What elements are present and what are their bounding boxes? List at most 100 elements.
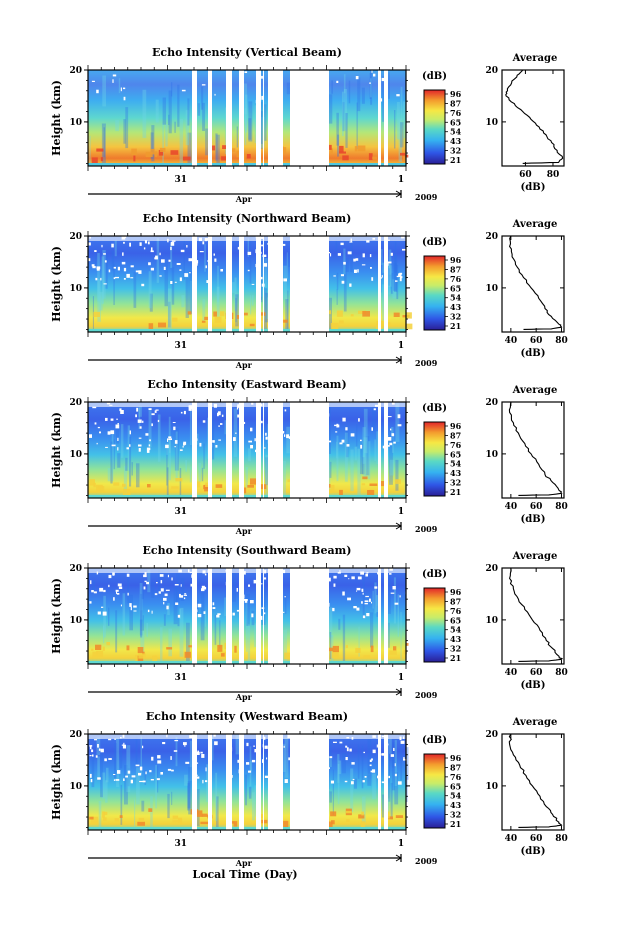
heatmap-streak — [166, 467, 169, 497]
missing-data-speck — [262, 759, 264, 763]
heatmap-streak — [250, 295, 252, 315]
missing-data-speck — [130, 606, 132, 611]
missing-data-speck — [159, 574, 164, 577]
heatmap-cell — [283, 319, 288, 323]
missing-data-speck — [282, 243, 286, 246]
heatmap-streak — [211, 736, 214, 761]
heatmap-streak — [338, 618, 341, 630]
heatmap-streak — [388, 622, 390, 648]
missing-data-speck — [197, 750, 199, 753]
missing-data-speck — [143, 574, 147, 578]
heatmap-cell — [220, 311, 225, 317]
heatmap-streak — [288, 252, 292, 267]
missing-data-speck — [202, 779, 204, 784]
heatmap-streak — [357, 77, 361, 112]
heatmap-streak — [345, 113, 348, 148]
missing-data-speck — [233, 437, 236, 441]
year-label: 2009 — [415, 358, 438, 368]
missing-data-speck — [159, 275, 162, 277]
colorbar — [423, 89, 446, 165]
missing-data-speck — [135, 414, 137, 418]
heatmap-streak — [336, 289, 338, 305]
missing-data-speck — [386, 445, 390, 447]
heatmap-cell — [166, 647, 173, 650]
profile-line — [505, 69, 564, 164]
missing-data-speck — [155, 255, 158, 260]
heatmap-streak — [284, 595, 287, 614]
missing-data-speck — [360, 444, 363, 449]
missing-data-speck — [283, 278, 287, 282]
missing-data-speck — [201, 84, 206, 86]
colorbar-tick-label: 65 — [450, 781, 461, 791]
data-gap — [192, 235, 197, 333]
heatmap-streak — [354, 446, 357, 461]
missing-data-speck — [236, 588, 238, 592]
missing-data-speck — [115, 424, 120, 429]
missing-data-speck — [282, 431, 285, 434]
profile-x-tick-label: 40 — [505, 834, 518, 844]
missing-data-speck — [398, 273, 402, 277]
y-tick-label: 20 — [69, 398, 82, 408]
missing-data-speck — [89, 601, 92, 604]
missing-data-speck — [123, 241, 125, 244]
missing-data-speck — [201, 588, 205, 592]
colorbar-tick-label: 76 — [450, 606, 462, 616]
missing-data-speck — [248, 440, 252, 443]
heatmap-cell — [123, 489, 131, 496]
missing-data-speck — [339, 442, 343, 445]
y-tick-label: 20 — [69, 66, 82, 76]
missing-data-speck — [135, 270, 139, 273]
heatmap-streak — [100, 749, 103, 798]
profile-x-tick-label: 60 — [519, 170, 532, 180]
data-gap — [268, 567, 283, 665]
missing-data-speck — [165, 444, 169, 449]
missing-data-speck — [147, 241, 150, 245]
missing-data-speck — [327, 440, 332, 443]
heatmap-streak — [200, 592, 205, 641]
heatmap-streak — [390, 459, 394, 476]
missing-data-speck — [135, 764, 140, 767]
missing-data-speck — [370, 267, 372, 269]
missing-data-speck — [188, 258, 192, 262]
heatmap-streak — [150, 796, 153, 830]
heatmap-cell — [330, 811, 337, 817]
profile-line — [508, 733, 563, 828]
missing-data-speck — [144, 240, 147, 244]
missing-data-speck — [217, 613, 221, 615]
heatmap-field — [88, 402, 406, 498]
missing-data-speck — [362, 253, 365, 258]
heatmap-cell — [145, 151, 153, 158]
heatmap-streak — [187, 98, 190, 126]
colorbar-tick-label: 54 — [450, 459, 462, 469]
missing-data-speck — [261, 75, 263, 79]
heatmap-streak — [260, 101, 263, 144]
missing-data-speck — [356, 587, 361, 591]
profile-x-tick-label: 80 — [555, 336, 568, 346]
missing-data-speck — [184, 273, 189, 277]
colorbar-tick-label: 96 — [450, 255, 462, 265]
heatmap-streak — [284, 737, 289, 778]
missing-data-speck — [103, 253, 106, 255]
heatmap-cell — [200, 821, 209, 825]
colorbar-tick-label: 96 — [450, 89, 462, 99]
missing-data-speck — [113, 277, 116, 280]
heatmap-streak — [123, 465, 127, 498]
heatmap-cell — [175, 478, 183, 482]
missing-data-speck — [246, 762, 250, 765]
missing-data-speck — [354, 269, 357, 273]
missing-data-speck — [141, 283, 145, 287]
missing-data-speck — [330, 253, 332, 257]
data-gap — [239, 69, 244, 167]
heatmap-cell — [326, 821, 333, 828]
missing-data-speck — [351, 762, 355, 765]
y-tick-label: 10 — [69, 616, 82, 626]
missing-data-speck — [341, 439, 345, 443]
data-gap — [378, 69, 381, 167]
missing-data-speck — [215, 445, 218, 448]
profile-y-tick-label: 10 — [485, 782, 498, 792]
missing-data-speck — [366, 613, 370, 617]
missing-data-speck — [151, 413, 155, 416]
heatmap-streak — [127, 767, 130, 787]
heatmap-streak — [328, 94, 333, 124]
heatmap-cell — [91, 157, 98, 164]
